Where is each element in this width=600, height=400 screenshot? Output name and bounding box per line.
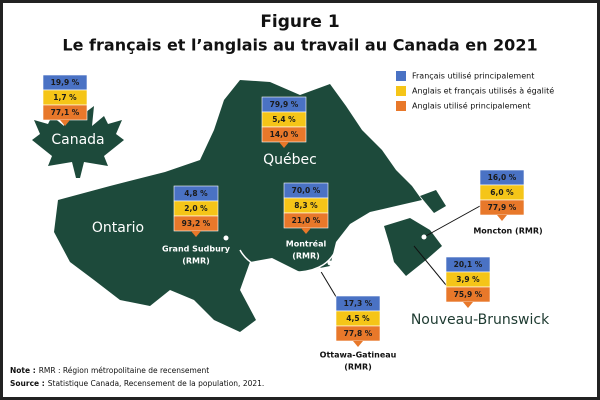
place-label: Québec xyxy=(263,152,317,168)
place-label: (RMR) xyxy=(344,363,372,372)
share-value: 17,3 % xyxy=(344,299,373,308)
share-value: 14,0 % xyxy=(270,130,299,139)
map-island xyxy=(420,190,446,213)
note-text: RMR : Région métropolitaine de recenseme… xyxy=(39,366,209,375)
note: Note : RMR : Région métropolitaine de rec… xyxy=(10,366,209,375)
share-value: 20,1 % xyxy=(454,260,483,269)
leader-line xyxy=(423,205,481,238)
note-label: Note : xyxy=(10,366,36,375)
share-value: 19,9 % xyxy=(51,78,80,87)
share-value: 77,8 % xyxy=(344,329,373,338)
place-label: Moncton (RMR) xyxy=(473,227,542,236)
note-label: Source : xyxy=(10,379,45,388)
place-label: Montréal xyxy=(286,239,327,249)
place-label: Nouveau-Brunswick xyxy=(411,312,550,328)
maple-leaf xyxy=(32,96,124,178)
share-value: 5,4 % xyxy=(272,115,296,124)
place-label: (RMR) xyxy=(182,257,210,266)
share-value: 1,7 % xyxy=(53,93,77,102)
city-dot xyxy=(223,235,229,241)
box-pointer xyxy=(353,341,363,347)
river xyxy=(239,249,337,273)
legend-swatch xyxy=(396,101,406,111)
share-value: 77,1 % xyxy=(51,108,80,117)
title: Figure 1 xyxy=(260,12,339,32)
province-label: Ontario xyxy=(92,220,144,236)
note-text: Statistique Canada, Recensement de la po… xyxy=(48,379,265,388)
share-value: 6,0 % xyxy=(490,188,514,197)
note: Source : Statistique Canada, Recensement … xyxy=(10,379,264,388)
share-value: 4,5 % xyxy=(346,314,370,323)
map-land xyxy=(54,80,422,332)
map-maritimes xyxy=(384,218,442,276)
city-dot xyxy=(317,267,323,273)
box-pointer xyxy=(191,231,201,237)
share-value: 8,3 % xyxy=(294,201,318,210)
legend-swatch xyxy=(396,71,406,81)
leader-line xyxy=(413,245,447,286)
share-value: 3,9 % xyxy=(456,275,480,284)
box-pointer xyxy=(497,215,507,221)
place-label: Canada xyxy=(51,132,104,148)
share-value: 75,9 % xyxy=(454,290,483,299)
place-label: (RMR) xyxy=(292,252,320,261)
place-label: Grand Sudbury xyxy=(162,245,231,254)
share-value: 79,9 % xyxy=(270,100,299,109)
city-dot xyxy=(327,260,333,266)
place-label: Ottawa-Gatineau xyxy=(320,351,397,360)
box-pointer xyxy=(279,142,289,148)
share-value: 2,0 % xyxy=(184,204,208,213)
city-dot xyxy=(421,234,427,240)
leader-line xyxy=(319,269,339,301)
legend-label: Anglais et français utilisés à égalité xyxy=(412,86,554,96)
share-value: 21,0 % xyxy=(292,216,321,225)
share-value: 93,2 % xyxy=(182,219,211,228)
share-value: 77,9 % xyxy=(488,203,517,212)
legend-label: Français utilisé principalement xyxy=(412,71,534,81)
share-value: 70,0 % xyxy=(292,186,321,195)
share-value: 16,0 % xyxy=(488,173,517,182)
subtitle: Le français et l’anglais au travail au C… xyxy=(62,36,537,55)
legend-label: Anglais utilisé principalement xyxy=(412,101,531,111)
box-pointer xyxy=(60,120,70,126)
box-pointer xyxy=(463,302,473,308)
legend-swatch xyxy=(396,86,406,96)
share-value: 4,8 % xyxy=(184,189,208,198)
box-pointer xyxy=(301,228,311,234)
